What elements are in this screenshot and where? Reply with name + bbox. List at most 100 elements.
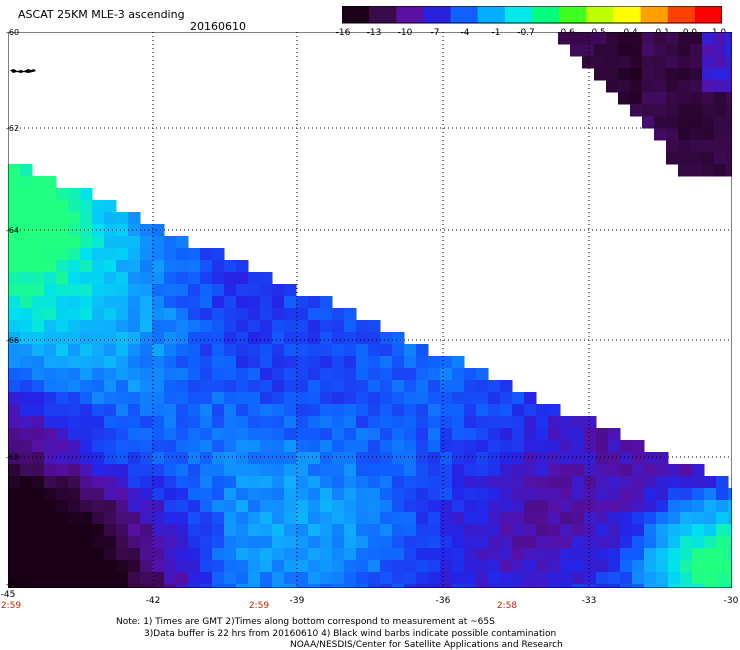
swath-cell	[368, 524, 381, 537]
swath-cell	[212, 500, 225, 513]
swath-cell	[188, 572, 201, 585]
swath-cell	[56, 380, 69, 393]
swath-cell	[56, 212, 69, 225]
swath-cell	[296, 380, 309, 393]
swath-cell	[632, 476, 645, 489]
swath-cell	[32, 488, 45, 501]
swath-cell	[678, 128, 691, 141]
swath-cell	[200, 500, 213, 513]
swath-cell	[68, 320, 81, 333]
swath-cell	[368, 560, 381, 573]
swath-cell	[668, 524, 681, 537]
swath-cell	[476, 548, 489, 561]
swath-cell	[128, 212, 141, 225]
swath-cell	[68, 452, 81, 465]
swath-cell	[236, 488, 249, 501]
swath-cell	[296, 572, 309, 585]
swath-cell	[654, 116, 667, 129]
swath-cell	[620, 572, 633, 585]
swath-cell	[608, 548, 621, 561]
swath-cell	[296, 536, 309, 549]
swath-cell	[284, 344, 297, 357]
swath-cell	[44, 512, 57, 525]
swath-cell	[140, 320, 153, 333]
swath-cell	[104, 332, 117, 345]
colorbar-swatch	[423, 6, 452, 23]
swath-cell	[524, 392, 537, 405]
swath-cell	[320, 524, 333, 537]
swath-cell	[20, 560, 33, 573]
colorbar-swatch	[640, 6, 669, 23]
swath-cell	[260, 320, 273, 333]
swath-cell	[272, 284, 285, 297]
swath-cell	[104, 344, 117, 357]
swath-cell	[428, 356, 441, 369]
swath-cell	[32, 452, 45, 465]
swath-cell	[356, 500, 369, 513]
swath-cell	[128, 332, 141, 345]
swath-cell	[452, 380, 465, 393]
swath-cell	[20, 536, 33, 549]
swath-cell	[212, 536, 225, 549]
swath-cell	[32, 236, 45, 249]
swath-cell	[80, 392, 93, 405]
swath-cell	[584, 548, 597, 561]
swath-cell	[140, 392, 153, 405]
swath-cell	[68, 344, 81, 357]
swath-cell	[690, 128, 703, 141]
swath-cell	[152, 296, 165, 309]
swath-cell	[272, 380, 285, 393]
swath-cell	[224, 536, 237, 549]
swath-cell	[128, 584, 141, 588]
swath-cell	[500, 500, 513, 513]
swath-cell	[668, 488, 681, 501]
swath-cell	[92, 248, 105, 261]
swath-cell	[140, 236, 153, 249]
swath-cell	[500, 512, 513, 525]
swath-cell	[716, 548, 729, 561]
swath-cell	[188, 368, 201, 381]
swath-cell	[296, 404, 309, 417]
swath-cell	[428, 440, 441, 453]
swath-cell	[80, 548, 93, 561]
swath-cell	[332, 536, 345, 549]
swath-cell	[8, 368, 21, 381]
swath-cell	[524, 476, 537, 489]
swath-cell	[176, 380, 189, 393]
swath-cell	[116, 476, 129, 489]
swath-cell	[332, 500, 345, 513]
swath-cell	[344, 380, 357, 393]
swath-cell	[140, 548, 153, 561]
swath-cell	[56, 308, 69, 321]
swath-cell	[464, 536, 477, 549]
swath-cell	[188, 356, 201, 369]
swath-cell	[618, 92, 631, 105]
swath-cell	[104, 452, 117, 465]
swath-cell	[128, 380, 141, 393]
swath-cell	[404, 560, 417, 573]
swath-cell	[464, 476, 477, 489]
swath-cell	[452, 416, 465, 429]
swath-cell	[344, 584, 357, 588]
swath-cell	[428, 524, 441, 537]
swath-cell	[368, 320, 381, 333]
swath-cell	[726, 152, 732, 165]
swath-cell	[164, 560, 177, 573]
swath-cell	[68, 392, 81, 405]
swath-cell	[8, 164, 21, 177]
swath-cell	[188, 500, 201, 513]
swath-cell	[726, 32, 732, 45]
swath-cell	[32, 464, 45, 477]
swath-cell	[68, 440, 81, 453]
swath-cell	[320, 320, 333, 333]
swath-cell	[116, 584, 129, 588]
swath-cell	[488, 476, 501, 489]
swath-cell	[320, 584, 333, 588]
swath-cell	[212, 368, 225, 381]
swath-cell	[80, 332, 93, 345]
swath-cell	[56, 284, 69, 297]
swath-cell	[428, 404, 441, 417]
swath-cell	[212, 356, 225, 369]
swath-cell	[68, 272, 81, 285]
swath-cell	[536, 488, 549, 501]
